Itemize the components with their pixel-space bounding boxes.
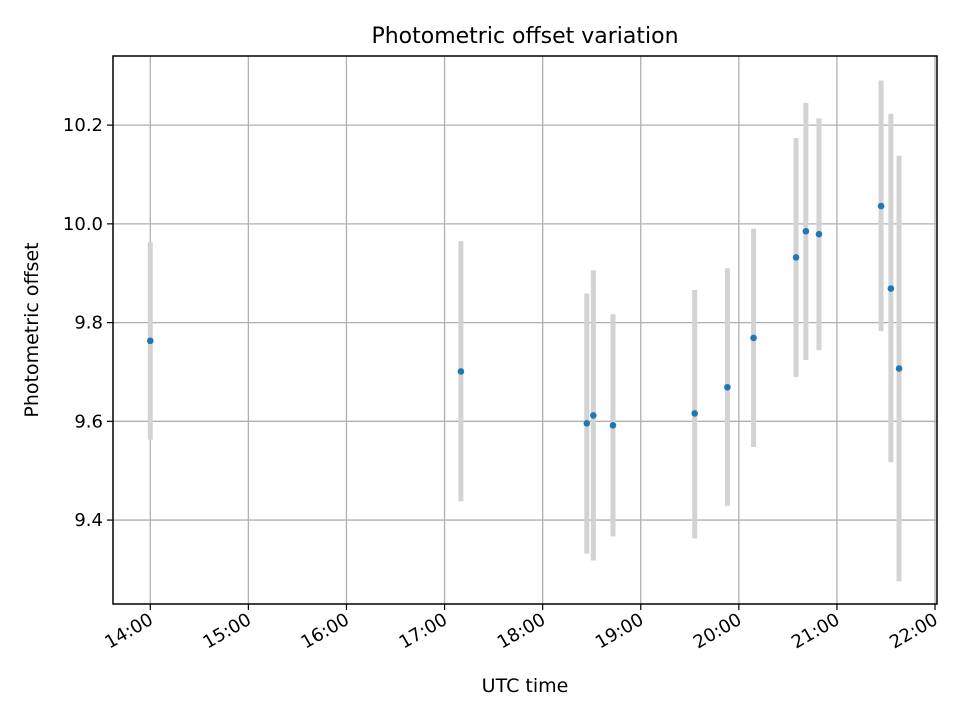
grid-layer [113,56,937,604]
y-tick-label: 9.8 [74,313,103,334]
data-point [583,420,591,427]
x-tick-label: 15:00 [199,609,254,653]
x-tick-label: 18:00 [494,609,549,653]
data-point [609,421,617,429]
x-tick-label: 16:00 [298,609,353,653]
x-tick-label: 20:00 [690,609,745,653]
data-point [146,337,154,345]
x-tick-label: 19:00 [592,609,647,653]
x-tick-label: 14:00 [101,609,156,653]
data-point [691,410,699,417]
plot-frame [112,55,938,605]
data-point [590,412,597,419]
data-point [792,254,800,261]
data-point [724,383,731,391]
x-tick-label: 21:00 [788,609,843,653]
y-axis-label: Photometric offset [21,242,43,417]
data-point [877,202,885,210]
point-layer [146,202,903,429]
data-point [802,227,810,235]
data-point [895,365,903,372]
y-tick-label: 10.2 [63,115,103,136]
data-point [750,334,757,342]
x-axis-label: UTC time [482,675,569,697]
y-tick-label: 10.0 [63,214,103,235]
chart-title: Photometric offset variation [371,24,678,49]
data-point [887,285,895,292]
data-point [815,230,823,238]
data-point [457,368,465,375]
errorbar-layer [147,80,902,582]
y-tick-label: 9.6 [74,411,103,432]
y-tick-label: 9.4 [74,510,103,531]
tick-layer: 14:00 15:00 16:00 17:00 18:00 19:00 20:00 21:00… [63,115,942,653]
x-tick-label: 17:00 [396,609,451,653]
x-tick-label: 22:00 [886,609,941,653]
